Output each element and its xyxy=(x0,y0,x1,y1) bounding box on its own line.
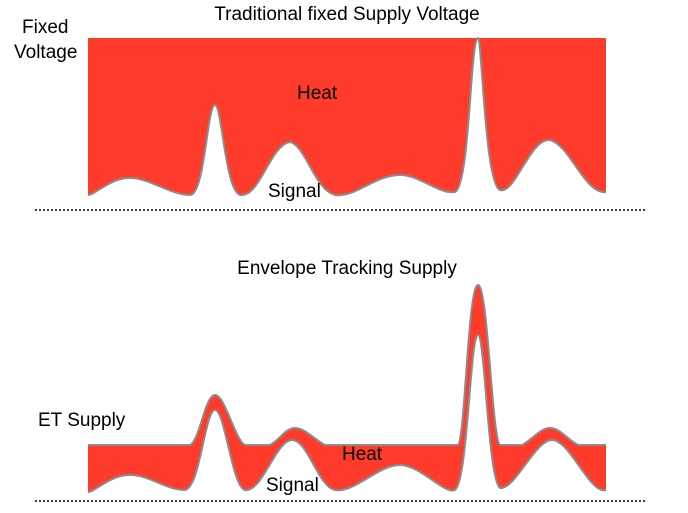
et-heat-label: Heat xyxy=(342,444,383,465)
fixed-voltage-label-line1: Fixed xyxy=(22,17,68,38)
fixed-supply-panel: Traditional fixed Supply Voltage Fixed V… xyxy=(14,4,645,211)
fixed-heat-label: Heat xyxy=(297,83,338,104)
et-signal-curve xyxy=(87,333,607,493)
envelope-tracking-panel: Envelope Tracking Supply ET Supply Heat … xyxy=(35,258,645,502)
et-supply-curve xyxy=(88,283,606,446)
fixed-panel-title: Traditional fixed Supply Voltage xyxy=(214,4,479,25)
fixed-signal-label: Signal xyxy=(268,181,321,202)
et-supply-label: ET Supply xyxy=(38,410,126,431)
et-panel-title: Envelope Tracking Supply xyxy=(237,258,457,279)
fixed-heat-region xyxy=(88,38,606,196)
fixed-signal-curve xyxy=(87,36,607,197)
et-signal-label: Signal xyxy=(266,475,319,496)
fixed-voltage-label-line2: Voltage xyxy=(14,42,77,63)
